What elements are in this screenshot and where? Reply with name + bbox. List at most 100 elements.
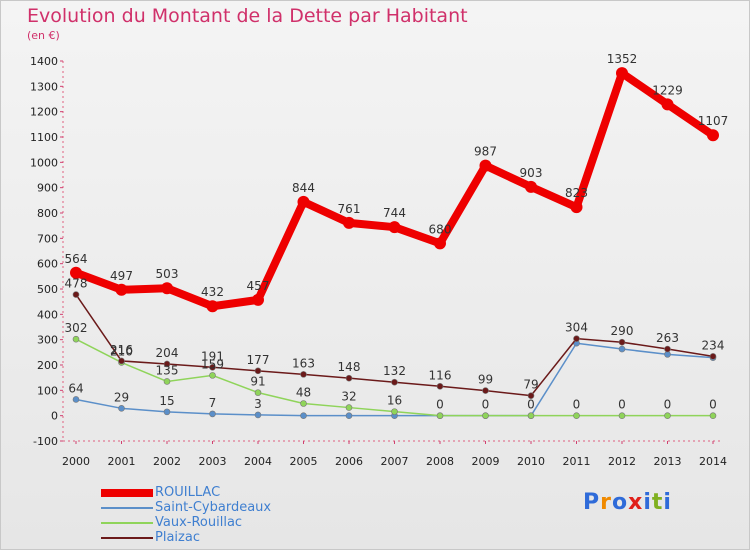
data-point-rouillac <box>388 221 401 234</box>
data-point-saint-cybardeaux <box>300 412 307 419</box>
data-label-plaizac: 177 <box>247 353 270 367</box>
legend-swatch-vaux-rouillac <box>101 522 153 524</box>
data-point-rouillac <box>115 283 128 296</box>
data-point-rouillac <box>70 266 82 279</box>
chart-title: Evolution du Montant de la Dette par Hab… <box>27 5 468 27</box>
y-tick-label: 600 <box>37 258 58 271</box>
data-point-vaux-rouillac <box>300 400 307 407</box>
data-point-plaizac <box>709 353 717 360</box>
data-label-vaux-rouillac: 0 <box>618 398 626 412</box>
data-point-plaizac <box>482 387 489 394</box>
data-point-rouillac <box>434 237 446 250</box>
data-label-vaux-rouillac: 135 <box>156 363 179 377</box>
x-tick-label: 2007 <box>381 455 409 468</box>
data-label-vaux-rouillac: 32 <box>341 390 356 404</box>
data-point-vaux-rouillac <box>664 412 671 419</box>
data-point-saint-cybardeaux <box>118 405 125 412</box>
data-point-plaizac <box>391 378 398 386</box>
data-label-plaizac: 79 <box>523 378 538 392</box>
y-tick-label: 800 <box>37 207 58 220</box>
legend-label-vaux-rouillac: Vaux-Rouillac <box>155 515 243 530</box>
data-label-vaux-rouillac: 0 <box>436 398 444 412</box>
data-label-vaux-rouillac: 48 <box>296 386 311 400</box>
data-point-plaizac <box>436 382 444 390</box>
data-label-rouillac: 903 <box>520 166 543 180</box>
data-label-plaizac: 216 <box>110 343 133 357</box>
y-tick-label: 1000 <box>30 156 58 169</box>
legend-label-saint-cybardeaux: Saint-Cybardeaux <box>155 500 272 515</box>
x-tick-label: 2002 <box>153 455 181 468</box>
data-point-rouillac <box>525 180 537 193</box>
y-tick-label: 1400 <box>30 55 58 68</box>
y-tick-label: 400 <box>37 308 58 321</box>
data-label-rouillac: 744 <box>383 206 406 220</box>
data-label-saint-cybardeaux: 15 <box>159 394 174 408</box>
data-label-saint-cybardeaux: 3 <box>254 397 262 411</box>
data-point-rouillac <box>661 98 674 111</box>
logo-letter: t <box>651 490 664 515</box>
logo-letter: P <box>583 490 601 515</box>
data-label-rouillac: 823 <box>565 186 588 200</box>
legend-swatch-rouillac <box>101 489 153 497</box>
x-tick-label: 2013 <box>654 455 682 468</box>
data-label-vaux-rouillac: 0 <box>573 398 581 412</box>
data-point-vaux-rouillac <box>709 412 717 419</box>
data-point-plaizac <box>573 335 580 342</box>
data-label-plaizac: 148 <box>338 360 361 374</box>
y-tick-label: -100 <box>33 435 58 448</box>
data-label-rouillac: 564 <box>65 252 88 266</box>
data-label-rouillac: 1229 <box>652 83 683 97</box>
data-label-vaux-rouillac: 0 <box>664 398 672 412</box>
y-tick-label: 100 <box>37 384 58 397</box>
x-tick-label: 2004 <box>244 455 272 468</box>
data-point-vaux-rouillac <box>573 412 580 419</box>
data-label-rouillac: 497 <box>110 269 133 283</box>
x-tick-label: 2008 <box>426 455 454 468</box>
logo-letter: x <box>628 490 644 515</box>
x-tick-label: 2006 <box>335 455 363 468</box>
data-label-plaizac: 132 <box>383 364 406 378</box>
y-tick-label: 1300 <box>30 80 58 93</box>
data-label-rouillac: 844 <box>292 181 315 195</box>
data-label-rouillac: 680 <box>429 222 452 236</box>
y-tick-label: 700 <box>37 232 58 245</box>
data-label-plaizac: 99 <box>478 373 493 387</box>
data-point-vaux-rouillac <box>391 408 398 415</box>
data-point-rouillac <box>616 67 628 80</box>
data-point-vaux-rouillac <box>482 412 489 419</box>
legend-label-rouillac: ROUILLAC <box>155 485 221 500</box>
data-point-plaizac <box>345 374 353 382</box>
data-point-vaux-rouillac <box>618 412 626 419</box>
data-point-plaizac <box>618 338 626 346</box>
logo-letter: i <box>643 490 652 515</box>
x-tick-label: 2010 <box>517 455 545 468</box>
data-label-rouillac: 987 <box>474 145 497 159</box>
data-point-rouillac <box>570 201 583 214</box>
data-point-vaux-rouillac <box>209 372 216 379</box>
data-point-plaizac <box>254 367 262 375</box>
data-point-vaux-rouillac <box>436 412 444 419</box>
data-point-rouillac <box>343 216 355 229</box>
data-point-rouillac <box>479 159 492 172</box>
logo-letter: i <box>663 490 672 515</box>
y-tick-label: 1100 <box>30 131 58 144</box>
data-label-rouillac: 503 <box>156 267 179 281</box>
data-point-plaizac <box>163 360 171 368</box>
data-label-vaux-rouillac: 0 <box>709 398 717 412</box>
data-label-vaux-rouillac: 159 <box>201 357 224 371</box>
data-point-plaizac <box>72 291 80 298</box>
data-label-rouillac: 1352 <box>607 52 638 66</box>
data-point-plaizac <box>209 363 216 371</box>
data-label-plaizac: 478 <box>65 277 88 291</box>
data-label-saint-cybardeaux: 29 <box>114 390 129 404</box>
data-label-vaux-rouillac: 91 <box>250 375 265 389</box>
data-label-rouillac: 457 <box>247 279 270 293</box>
data-label-rouillac: 1107 <box>698 114 729 128</box>
data-point-saint-cybardeaux <box>209 410 216 418</box>
data-point-saint-cybardeaux <box>72 396 80 403</box>
data-label-vaux-rouillac: 0 <box>527 398 535 412</box>
data-label-plaizac: 290 <box>611 324 634 338</box>
data-label-plaizac: 263 <box>656 331 679 345</box>
data-point-rouillac <box>206 300 219 313</box>
logo-letter: o <box>611 490 629 515</box>
